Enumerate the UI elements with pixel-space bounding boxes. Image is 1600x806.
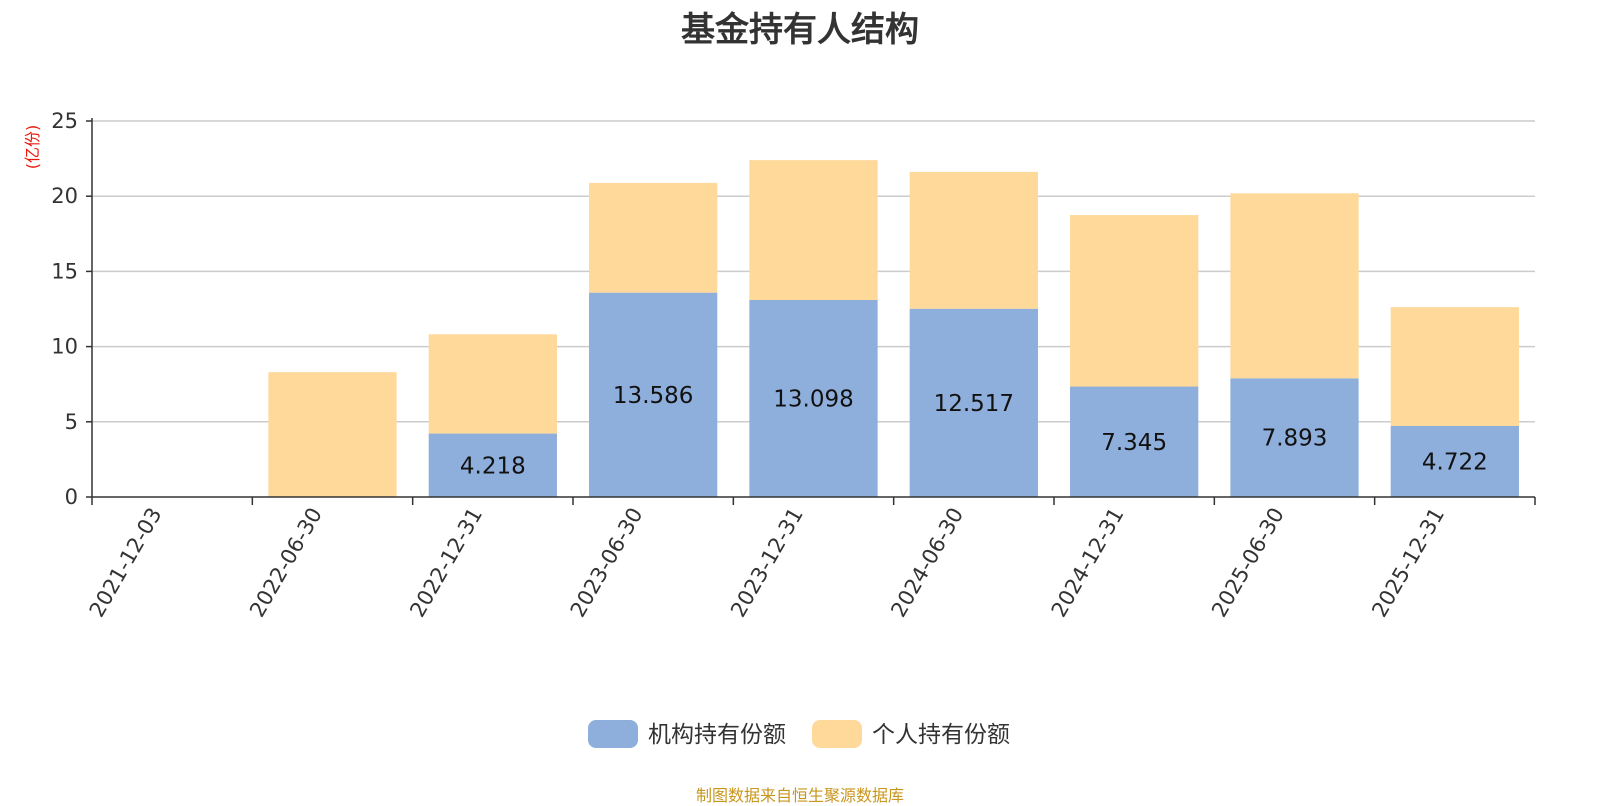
legend-label-institutional: 机构持有份额 (648, 722, 786, 748)
data-label: 7.345 (1101, 430, 1167, 456)
x-tick-label: 2025-06-30 (1207, 504, 1289, 622)
bar-individual-2024-06-30 (909, 171, 1038, 309)
data-label: 4.722 (1422, 449, 1488, 475)
data-labels: 4.218 13.586 13.098 12.517 7.345 7.893 4.722 (460, 383, 1488, 479)
bar-institutional-2023-06-30 (589, 292, 718, 497)
x-tick-label: 2023-06-30 (566, 504, 648, 622)
y-tick-label: 20 (51, 184, 78, 208)
legend-label-individual: 个人持有份额 (872, 722, 1010, 748)
bar-individual-2022-12-31 (428, 334, 557, 434)
bar-individual-2023-12-31 (749, 160, 878, 301)
bar-individual-2024-12-31 (1070, 215, 1199, 387)
x-tick-label: 2025-12-31 (1367, 504, 1449, 622)
x-tick-label: 2022-06-30 (245, 504, 327, 622)
x-tick-label: 2024-06-30 (886, 504, 968, 622)
legend: 机构持有份额 个人持有份额 (588, 720, 1010, 748)
x-tick-label: 2021-12-03 (85, 504, 167, 622)
bar-individual-2023-06-30 (589, 182, 718, 293)
bar-individual-2022-06-30 (268, 372, 397, 497)
data-label: 7.893 (1262, 426, 1328, 452)
data-label: 4.218 (460, 453, 526, 479)
bar-institutional-2025-06-30 (1230, 378, 1359, 497)
y-tick-label: 10 (51, 335, 78, 359)
x-tick-label: 2022-12-31 (405, 504, 487, 622)
bar-individual-2025-06-30 (1230, 193, 1359, 379)
y-tick-label: 25 (51, 109, 78, 133)
chart-title: 基金持有人结构 (681, 10, 919, 50)
bar-individual-2025-12-31 (1390, 307, 1519, 426)
bar-institutional-2025-12-31 (1390, 425, 1519, 497)
data-label: 13.098 (773, 387, 853, 413)
y-tick-label: 15 (51, 259, 78, 283)
legend-swatch-institutional (588, 720, 638, 748)
x-tick-label: 2023-12-31 (726, 504, 808, 622)
x-tick-label: 2024-12-31 (1047, 504, 1129, 622)
bar-institutional-2024-12-31 (1070, 386, 1199, 497)
legend-swatch-individual (812, 720, 862, 748)
data-label: 13.586 (613, 383, 693, 409)
bar-institutional-2022-12-31 (428, 433, 557, 497)
bars (268, 160, 1519, 497)
source-note: 制图数据来自恒生聚源数据库 (695, 786, 904, 805)
y-tick-label: 5 (65, 410, 78, 434)
y-tick-label: 0 (65, 485, 78, 509)
bar-institutional-2024-06-30 (909, 308, 1038, 497)
data-label: 12.517 (934, 391, 1014, 417)
bar-institutional-2023-12-31 (749, 300, 878, 497)
y-axis-unit-label: (亿份) (23, 125, 42, 170)
